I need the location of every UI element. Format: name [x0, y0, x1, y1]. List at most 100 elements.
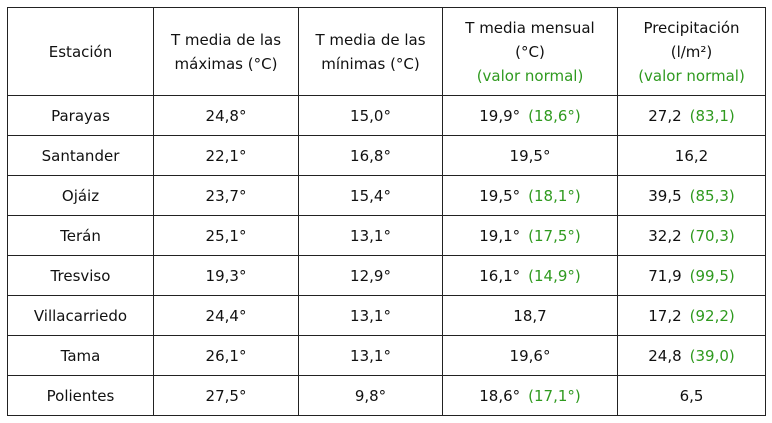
cell-value: 19,3°: [205, 266, 247, 285]
header-line: Estación: [48, 42, 113, 61]
climate-table: Estación T media de las máximas (°C) T medi…: [7, 7, 766, 416]
table-cell: 6,5: [617, 375, 766, 416]
header-line: T media mensual: [465, 18, 595, 37]
table-cell: 39,5 (85,3): [617, 175, 766, 216]
header-line: T media de las: [315, 30, 426, 49]
table-cell: 16,2: [617, 135, 766, 176]
table-cell: 13,1°: [298, 295, 443, 336]
cell-value: 16,2: [674, 146, 709, 165]
cell-value: 19,5°: [479, 186, 521, 205]
cell-value: 13,1°: [350, 346, 391, 365]
table-cell: 13,1°: [298, 215, 443, 256]
cell-value: Polientes: [46, 386, 115, 405]
header-line: Precipitación: [643, 18, 740, 37]
table-cell: 16,1° (14,9°): [442, 255, 618, 296]
header-line: (valor normal): [638, 66, 745, 85]
header-cell: T media de las mínimas (°C): [298, 7, 443, 96]
table-cell: 12,9°: [298, 255, 443, 296]
table-cell: 13,1°: [298, 335, 443, 376]
table-cell: 24,8 (39,0): [617, 335, 766, 376]
table-row: Terán 25,1° 13,1° 19,1° (17,5°) 32,2 (70,3): [7, 215, 766, 256]
header-cell: Estación: [7, 7, 154, 96]
table-cell: 22,1°: [153, 135, 299, 176]
cell-value: 19,5°: [509, 146, 551, 165]
cell-value: 9,8°: [354, 386, 387, 405]
table-cell: 19,9° (18,6°): [442, 95, 618, 136]
table-cell: 26,1°: [153, 335, 299, 376]
table-row: Polientes 27,5° 9,8° 18,6° (17,1°) 6,5: [7, 375, 766, 416]
table-cell: 24,4°: [153, 295, 299, 336]
table-cell: 9,8°: [298, 375, 443, 416]
table-cell: 19,1° (17,5°): [442, 215, 618, 256]
cell-value: 19,6°: [509, 346, 551, 365]
header-line: (l/m²): [670, 42, 713, 61]
cell-value: 19,9°: [479, 106, 521, 125]
table-cell: 17,2 (92,2): [617, 295, 766, 336]
table-cell: 19,5° (18,1°): [442, 175, 618, 216]
cell-value: 13,1°: [350, 226, 391, 245]
cell-value: 25,1°: [205, 226, 247, 245]
cell-value: Parayas: [51, 106, 110, 125]
table-cell: Parayas: [7, 95, 154, 136]
cell-value: 22,1°: [205, 146, 247, 165]
header-cell: T media de las máximas (°C): [153, 7, 299, 96]
table-row: Villacarriedo 24,4° 13,1° 18,7 17,2 (92,2): [7, 295, 766, 336]
cell-value: 15,4°: [350, 186, 391, 205]
cell-value: Ojáiz: [61, 186, 100, 205]
normal-value: (92,2): [689, 306, 735, 325]
cell-value: 24,4°: [205, 306, 247, 325]
table-cell: 18,7: [442, 295, 618, 336]
cell-value: 23,7°: [205, 186, 247, 205]
cell-value: Villacarriedo: [33, 306, 128, 325]
table-row: Tama 26,1° 13,1° 19,6° 24,8 (39,0): [7, 335, 766, 376]
cell-value: 18,7: [513, 306, 547, 325]
table-cell: 19,3°: [153, 255, 299, 296]
table-cell: 19,6°: [442, 335, 618, 376]
normal-value: (99,5): [689, 266, 735, 285]
table-cell: 27,5°: [153, 375, 299, 416]
cell-value: 32,2: [648, 226, 682, 245]
table-cell: 15,4°: [298, 175, 443, 216]
normal-value: (14,9°): [528, 266, 581, 285]
table-cell: 15,0°: [298, 95, 443, 136]
normal-value: (17,1°): [528, 386, 581, 405]
cell-value: 16,1°: [479, 266, 521, 285]
normal-value: (70,3): [689, 226, 735, 245]
cell-value: 16,8°: [350, 146, 391, 165]
table-row: Tresviso 19,3° 12,9° 16,1° (14,9°) 71,9 (99,5): [7, 255, 766, 296]
normal-value: (39,0): [689, 346, 735, 365]
table-cell: Villacarriedo: [7, 295, 154, 336]
normal-value: (83,1): [689, 106, 735, 125]
table-cell: 27,2 (83,1): [617, 95, 766, 136]
header-line: máximas (°C): [174, 54, 278, 73]
cell-value: 12,9°: [350, 266, 391, 285]
table-body: Parayas 24,8° 15,0° 19,9° (18,6°) 27,2 (83,1) S…: [7, 95, 766, 416]
table-row: Ojáiz 23,7° 15,4° 19,5° (18,1°) 39,5 (85,3): [7, 175, 766, 216]
header-line: mínimas (°C): [321, 54, 420, 73]
cell-value: 19,1°: [479, 226, 521, 245]
header-cell: Precipitación (l/m²) (valor normal): [617, 7, 766, 96]
table-cell: Ojáiz: [7, 175, 154, 216]
table-cell: Polientes: [7, 375, 154, 416]
header-cell: T media mensual (°C) (valor normal): [442, 7, 618, 96]
cell-value: Santander: [41, 146, 120, 165]
header-line: (°C): [515, 42, 545, 61]
cell-value: 13,1°: [350, 306, 391, 325]
cell-value: 71,9: [648, 266, 682, 285]
cell-value: 17,2: [648, 306, 682, 325]
table-cell: Tresviso: [7, 255, 154, 296]
cell-value: 6,5: [679, 386, 704, 405]
cell-value: 24,8°: [205, 106, 247, 125]
header-line: T media de las: [170, 30, 282, 49]
cell-value: Tama: [60, 346, 101, 365]
normal-value: (17,5°): [528, 226, 581, 245]
table-cell: Tama: [7, 335, 154, 376]
table-cell: 18,6° (17,1°): [442, 375, 618, 416]
table-cell: 24,8°: [153, 95, 299, 136]
cell-value: Terán: [60, 226, 101, 245]
table-cell: 25,1°: [153, 215, 299, 256]
cell-value: 18,6°: [479, 386, 521, 405]
table-cell: 16,8°: [298, 135, 443, 176]
normal-value: (18,1°): [528, 186, 581, 205]
